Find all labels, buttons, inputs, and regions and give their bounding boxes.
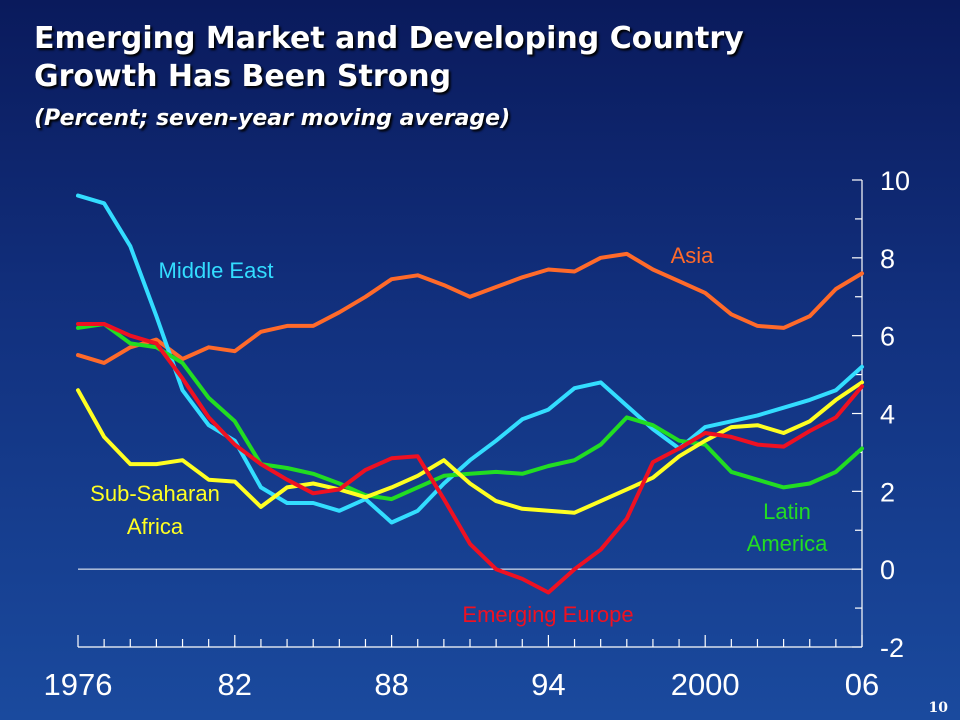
slide-subtitle: (Percent; seven-year moving average) (34, 106, 511, 131)
series-line-middle-east (76, 193, 864, 525)
x-tick-label: 94 (531, 667, 565, 702)
y-tick-label: 6 (880, 322, 895, 352)
series-line-sub-saharan-africa (76, 380, 864, 515)
x-tick-label: 1976 (44, 667, 113, 702)
series-label-sub-saharan-africa-line2: Africa (127, 514, 184, 539)
page-number: 10 (928, 700, 948, 716)
title-line-2: Growth Has Been Strong (34, 59, 452, 94)
series-label-middle-east: Middle East (159, 258, 274, 283)
y-tick-label: 4 (880, 400, 895, 430)
x-tick-label: 06 (845, 667, 879, 702)
y-tick-label: 0 (880, 555, 895, 585)
series-layer (76, 193, 864, 595)
slide-title: Emerging Market and Developing Country G… (34, 20, 744, 96)
x-tick-label: 82 (218, 667, 252, 702)
chart-axes: -2 0 2 4 6 8 10 1976 82 88 94 2000 06 (44, 166, 911, 702)
series-label-sub-saharan-africa-line1: Sub-Saharan (90, 481, 220, 506)
y-tick-label: -2 (880, 633, 904, 663)
x-tick-label: 2000 (671, 667, 740, 702)
series-labels: Asia Middle East Sub-Saharan Africa Latin Ame… (90, 243, 828, 627)
series-label-latin-america-line2: America (747, 531, 828, 556)
series-label-latin-america-line1: Latin (763, 499, 811, 524)
series-label-emerging-europe: Emerging Europe (462, 602, 633, 627)
series-label-asia: Asia (671, 243, 715, 268)
series-line-emerging-europe (76, 322, 864, 595)
x-tick-label: 88 (374, 667, 408, 702)
y-tick-label: 2 (880, 477, 895, 507)
y-tick-label: 8 (880, 244, 895, 274)
y-tick-label: 10 (880, 166, 910, 196)
title-line-1: Emerging Market and Developing Country (34, 21, 744, 56)
series-line-asia (76, 251, 864, 365)
series-line-latin-america (76, 322, 864, 502)
